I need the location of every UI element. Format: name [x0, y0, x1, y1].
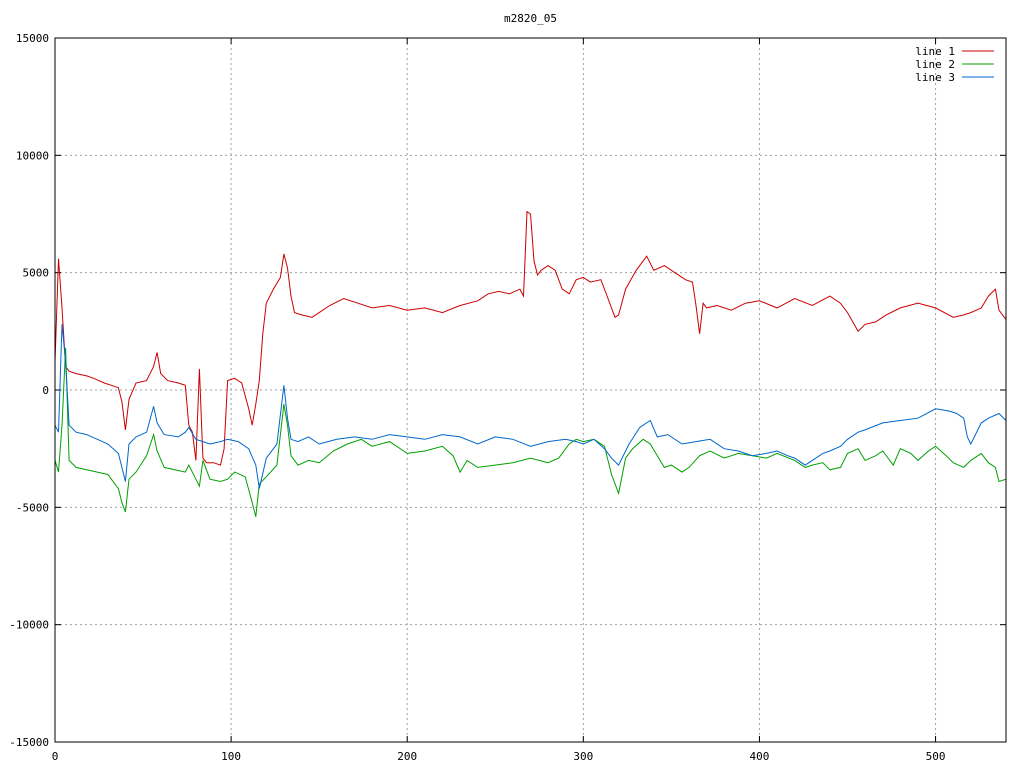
x-tick-label: 200: [397, 750, 417, 763]
legend-label-2: line 2: [915, 58, 955, 71]
x-tick-label: 500: [926, 750, 946, 763]
series-line-3: [54, 324, 1007, 489]
y-tick-label: -15000: [9, 736, 49, 749]
legend-label-3: line 3: [915, 71, 955, 84]
y-tick-label: -5000: [16, 501, 49, 514]
axis-ticks: -15000 -10000 -5000 0 5000 10000 15000 0 100 200 3…: [9, 32, 1006, 763]
x-tick-label: 100: [221, 750, 241, 763]
grid: [55, 38, 1006, 742]
plot-frame: [54, 37, 1007, 743]
series-group: [54, 210, 1007, 517]
y-tick-label: -10000: [9, 619, 49, 632]
x-tick-label: 400: [750, 750, 770, 763]
series-line-1: [54, 210, 1007, 466]
y-tick-label: 10000: [16, 149, 49, 162]
y-tick-label: 0: [42, 384, 49, 397]
y-tick-label: 5000: [23, 267, 50, 280]
x-tick-label: 300: [573, 750, 593, 763]
x-tick-label: 0: [52, 750, 59, 763]
legend-label-1: line 1: [915, 45, 955, 58]
chart-title: m2820_05: [504, 12, 557, 25]
y-tick-label: 15000: [16, 32, 49, 45]
series-line-2: [54, 347, 1007, 517]
